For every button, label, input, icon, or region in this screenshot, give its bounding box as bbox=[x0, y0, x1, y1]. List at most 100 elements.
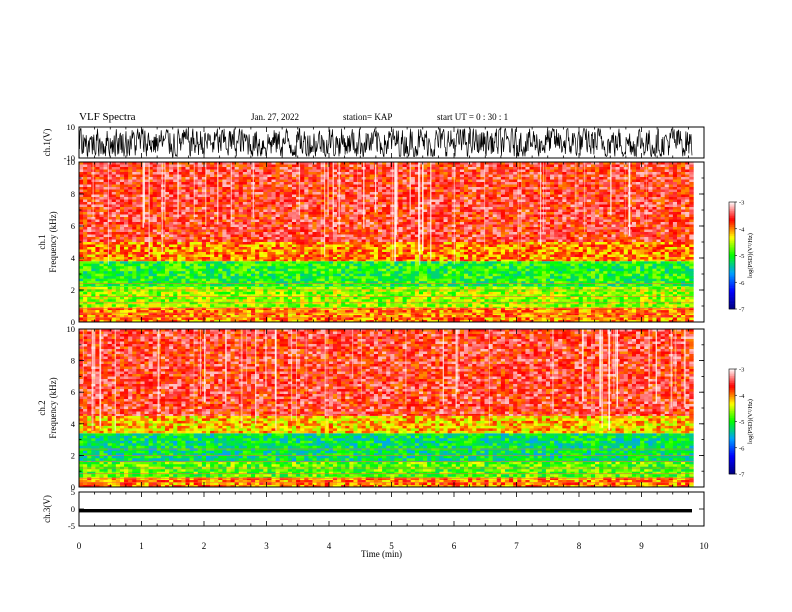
spectrogram-cell-ch1 bbox=[99, 299, 104, 303]
spectrogram-cell-ch1 bbox=[255, 273, 260, 277]
spectrogram-cell-ch1 bbox=[263, 252, 268, 255]
spectrogram-cell-ch1 bbox=[623, 268, 629, 272]
spectrogram-cell-ch1 bbox=[296, 317, 301, 321]
spectrogram-cell-ch1 bbox=[173, 252, 178, 255]
spectrogram-cell-ch1 bbox=[259, 252, 264, 255]
spectrogram-cell-ch1 bbox=[91, 301, 96, 305]
spectrogram-cell-ch1 bbox=[672, 242, 678, 245]
spectrogram-cell-ch1 bbox=[504, 271, 510, 274]
spectrogram-cell-ch1 bbox=[165, 320, 170, 322]
spectrogram-cell-ch1 bbox=[275, 276, 280, 279]
spectrogram-cell-ch1 bbox=[95, 320, 100, 322]
spectrogram-cell-ch1 bbox=[242, 299, 248, 303]
spectrogram-cell-ch1 bbox=[595, 283, 600, 287]
spectrogram-cell-ch1 bbox=[357, 299, 362, 303]
spectrogram-cell-ch1 bbox=[480, 247, 485, 250]
spectrogram-cell-ch1 bbox=[402, 310, 407, 313]
spectrogram-cell-ch1 bbox=[554, 310, 559, 313]
spectrogram-cell-ch1 bbox=[410, 268, 416, 272]
spectrogram-cell-ch1 bbox=[398, 301, 403, 305]
spectrogram-cell-ch1 bbox=[570, 268, 575, 272]
spectrogram-cell-ch1 bbox=[652, 306, 657, 308]
spectrogram-cell-ch1 bbox=[132, 261, 137, 264]
spectrogram-cell-ch1 bbox=[91, 254, 96, 258]
spectrogram-cell-ch1 bbox=[562, 307, 567, 311]
spectrogram-cell-ch1 bbox=[332, 268, 338, 272]
spectrogram-cell-ch1 bbox=[431, 278, 436, 282]
spectrogram-cell-ch1 bbox=[599, 266, 604, 269]
spectrogram-cell-ch1 bbox=[582, 244, 588, 248]
spectrogram-cell-ch1 bbox=[378, 263, 383, 267]
spectrogram-cell-ch1 bbox=[337, 315, 342, 318]
spectrogram-cell-ch1 bbox=[148, 286, 154, 287]
spectrogram-cell-ch1 bbox=[332, 310, 338, 313]
spectrogram-cell-ch1 bbox=[255, 307, 260, 311]
spectrogram-cell-ch1 bbox=[267, 247, 272, 250]
spectrogram-cell-ch1 bbox=[173, 301, 178, 305]
spectrogram-cell-ch1 bbox=[341, 257, 346, 260]
spectrogram-cell-ch1 bbox=[341, 242, 346, 245]
spectrogram-cell-ch1 bbox=[160, 317, 166, 321]
spectrogram-cell-ch1 bbox=[623, 291, 629, 295]
spectrogram-cell-ch1 bbox=[459, 276, 465, 279]
spectrogram-cell-ch1 bbox=[210, 315, 215, 318]
spectrogram-cell-ch1 bbox=[300, 286, 305, 290]
spectrogram-cell-ch1 bbox=[83, 283, 88, 287]
spectrogram-cell-ch1 bbox=[619, 268, 625, 272]
spectrogram-cell-ch1 bbox=[111, 306, 117, 308]
spectrogram-cell-ch1 bbox=[427, 261, 432, 264]
spectrogram-cell-ch1 bbox=[128, 291, 133, 295]
spectrogram-cell-ch1 bbox=[173, 315, 178, 318]
spectrogram-cell-ch1 bbox=[222, 299, 227, 303]
spectrogram-cell-ch1 bbox=[554, 247, 559, 250]
spectrogram-cell-ch1 bbox=[124, 244, 129, 248]
spectrogram-cell-ch1 bbox=[132, 254, 137, 258]
spectrogram-cell-ch1 bbox=[99, 296, 104, 300]
spectrogram-cell-ch1 bbox=[410, 304, 416, 308]
spectrogram-cell-ch1 bbox=[599, 252, 604, 255]
spectrogram-cell-ch1 bbox=[681, 317, 686, 321]
spectrogram-cell-ch1 bbox=[406, 244, 412, 248]
spectrogram-cell-ch1 bbox=[418, 244, 424, 248]
spectrogram-cell-ch1 bbox=[197, 263, 203, 267]
spectrogram-cell-ch1 bbox=[537, 283, 543, 287]
spectrogram-cell-ch1 bbox=[504, 304, 510, 308]
spectrogram-cell-ch1 bbox=[279, 266, 285, 269]
spectrogram-cell-ch1 bbox=[197, 291, 203, 295]
spectrogram-cell-ch1 bbox=[205, 286, 211, 287]
spectrogram-cell-ch1 bbox=[541, 273, 547, 277]
spectrogram-cell-ch1 bbox=[464, 252, 469, 255]
spectrogram-cell-ch1 bbox=[599, 254, 604, 258]
spectrogram-cell-ch1 bbox=[406, 307, 412, 311]
spectrogram-cell-ch1 bbox=[574, 271, 579, 274]
spectrogram-cell-ch1 bbox=[181, 266, 186, 269]
spectrogram-cell-ch1 bbox=[332, 286, 338, 290]
spectrogram-cell-ch1 bbox=[328, 289, 334, 293]
spectrogram-cell-ch1 bbox=[615, 315, 620, 318]
spectrogram-cell-ch1 bbox=[263, 291, 268, 295]
spectrogram-cell-ch1 bbox=[644, 283, 649, 287]
spectrogram-cell-ch1 bbox=[328, 304, 334, 308]
spectrogram-cell-ch1 bbox=[218, 276, 223, 279]
spectrogram-cell-ch1 bbox=[631, 268, 637, 272]
spectrogram-cell-ch1 bbox=[369, 286, 375, 287]
spectrogram-cell-ch1 bbox=[308, 283, 313, 287]
spectrogram-cell-ch1 bbox=[496, 244, 502, 248]
spectrogram-cell-ch1 bbox=[480, 304, 485, 308]
spectrogram-cell-ch1 bbox=[595, 315, 600, 318]
spectrogram-cell-ch1 bbox=[300, 294, 305, 298]
spectrogram-cell-ch1 bbox=[504, 307, 510, 311]
spectrogram-cell-ch1 bbox=[181, 276, 186, 279]
spectrogram-cell-ch1 bbox=[541, 254, 547, 258]
spectrogram-cell-ch1 bbox=[83, 312, 88, 316]
spectrogram-cell-ch1 bbox=[263, 266, 268, 269]
spectrogram-cell-ch1 bbox=[410, 273, 416, 277]
spectrogram-cell-ch1 bbox=[472, 257, 477, 260]
spectrogram-cell-ch1 bbox=[390, 273, 395, 277]
spectrogram-cell-ch1 bbox=[173, 278, 178, 282]
spectrogram-cell-ch1 bbox=[226, 307, 231, 311]
spectrogram-cell-ch1 bbox=[398, 310, 403, 313]
spectrogram-cell-ch1 bbox=[242, 306, 248, 308]
spectrogram-cell-ch1 bbox=[455, 299, 461, 303]
spectrogram-cell-ch1 bbox=[283, 263, 289, 267]
